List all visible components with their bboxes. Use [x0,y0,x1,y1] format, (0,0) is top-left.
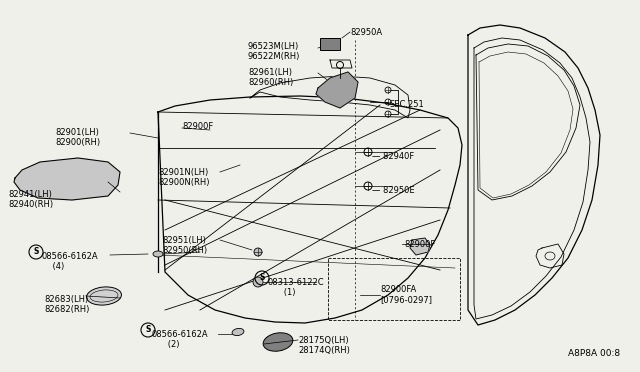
Text: 82900F: 82900F [404,240,435,249]
Ellipse shape [232,328,244,336]
Ellipse shape [153,251,163,257]
Text: 82951(LH)
82950(RH): 82951(LH) 82950(RH) [162,236,207,256]
Ellipse shape [263,333,293,351]
Text: 08566-6162A
      (2): 08566-6162A (2) [152,330,209,349]
Text: 96523M(LH)
96522M(RH): 96523M(LH) 96522M(RH) [248,42,300,61]
Text: 82900F: 82900F [182,122,213,131]
Text: — 82940F: — 82940F [372,152,414,161]
Text: 82901N(LH)
82900N(RH): 82901N(LH) 82900N(RH) [158,168,209,187]
Text: — 82950E: — 82950E [372,186,415,195]
Bar [328,258,460,320]
Text: 82941(LH)
82940(RH): 82941(LH) 82940(RH) [8,190,53,209]
Text: 08566-6162A
    (4): 08566-6162A (4) [42,252,99,272]
Text: 82683(LH)
82682(RH): 82683(LH) 82682(RH) [44,295,90,314]
Ellipse shape [86,287,122,305]
Circle shape [253,277,263,287]
Text: 82950A: 82950A [350,28,382,37]
Polygon shape [410,238,430,255]
Text: SEC.251: SEC.251 [390,100,425,109]
Circle shape [254,248,262,256]
Polygon shape [14,158,120,200]
Text: S: S [259,273,265,282]
Text: 82961(LH)
82960(RH): 82961(LH) 82960(RH) [248,68,293,87]
Text: 82900FA
[0796-0297]: 82900FA [0796-0297] [380,285,432,304]
Text: 82901(LH)
82900(RH): 82901(LH) 82900(RH) [55,128,100,147]
Bar [320,38,340,50]
Text: S: S [145,326,150,334]
Text: 28175Q(LH)
28174Q(RH): 28175Q(LH) 28174Q(RH) [298,336,350,355]
Text: A8P8A 00:8: A8P8A 00:8 [568,349,620,358]
Polygon shape [316,72,358,108]
Text: 08313-6122C
      (1): 08313-6122C (1) [268,278,324,297]
Text: S: S [33,247,38,257]
